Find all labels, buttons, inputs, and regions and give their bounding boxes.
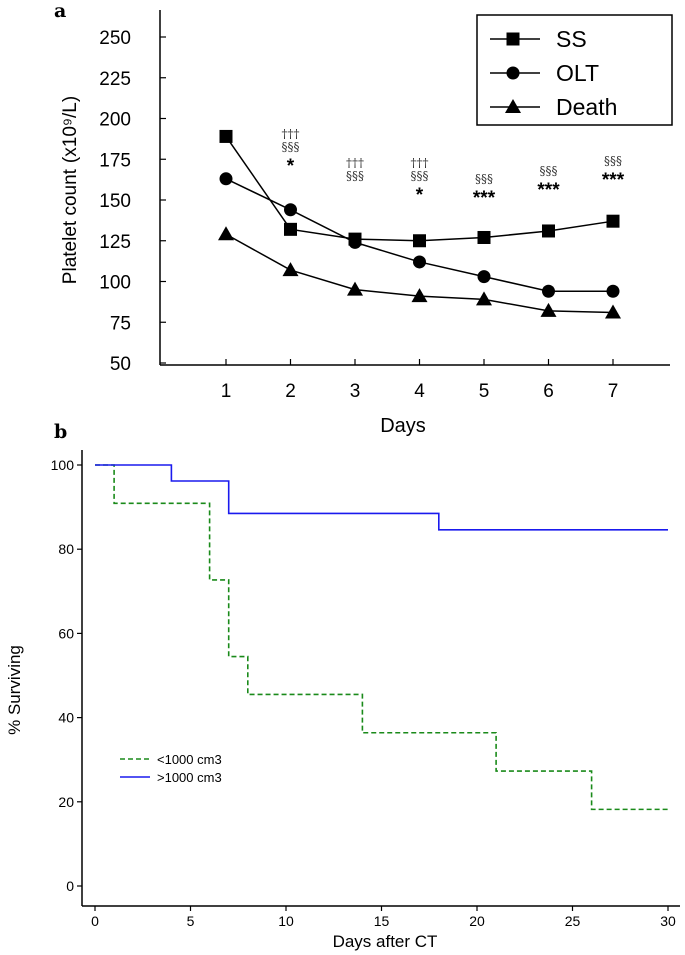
panel-a-x-tick-label: 7 bbox=[608, 381, 619, 402]
series-ss-point bbox=[606, 214, 620, 228]
legend-ss-marker bbox=[506, 32, 520, 46]
panel-b-y-tick-label: 20 bbox=[58, 794, 74, 810]
panel-a-significance-mark: §§§ bbox=[540, 164, 558, 178]
series-olt-point bbox=[284, 203, 297, 217]
series-ss-point bbox=[284, 222, 297, 236]
panel-b-letter: b bbox=[54, 421, 67, 443]
panel-b-y-tick-label: 40 bbox=[58, 710, 74, 726]
panel-b-x-tick-label: 25 bbox=[565, 913, 581, 929]
series-olt-point bbox=[348, 235, 362, 249]
panel-b-y-tick-label: 0 bbox=[66, 878, 74, 894]
panel-a-chart: a 50 75 100 125 150 175 200 225 250 1 2 3 4 5 6 7 Days… bbox=[54, 0, 673, 437]
panel-a-x-axis-title: Days bbox=[380, 415, 426, 437]
series-olt-point bbox=[219, 172, 233, 186]
panel-a-x-tick-label: 2 bbox=[285, 381, 296, 402]
panel-a-x-tick-label: 3 bbox=[350, 381, 361, 402]
panel-b-x-axis-title: Days after CT bbox=[333, 932, 438, 951]
series-death-point bbox=[347, 281, 363, 296]
panel-a-x-tick-label: 6 bbox=[543, 381, 554, 402]
panel-a-significance-mark: * bbox=[416, 185, 424, 206]
legend-ss-label: SS bbox=[556, 26, 587, 52]
series-ss-point bbox=[219, 129, 233, 143]
panel-a-significance-mark: §§§ bbox=[604, 154, 622, 168]
panel-a-significance-mark: *** bbox=[473, 188, 496, 209]
series-olt-point bbox=[542, 284, 555, 298]
series-death-point bbox=[540, 302, 557, 317]
series-olt-point bbox=[477, 270, 491, 284]
legend-olt-label: OLT bbox=[556, 60, 599, 86]
series-ss-point bbox=[542, 224, 555, 238]
panel-a-y-tick-label: 250 bbox=[99, 28, 131, 49]
panel-a-y-tick-label: 100 bbox=[99, 273, 131, 294]
legend-large-volume-label: >1000 cm3 bbox=[157, 770, 222, 785]
legend-death-label: Death bbox=[556, 94, 617, 120]
panel-b-y-tick-label: 100 bbox=[51, 457, 75, 473]
panel-b-y-axis-title: % Surviving bbox=[5, 645, 24, 735]
panel-b-x-tick-label: 5 bbox=[187, 913, 195, 929]
panel-a-significance-mark: §§§ bbox=[346, 169, 364, 183]
panel-b-x-tick-label: 15 bbox=[374, 913, 390, 929]
panel-b-legend: <1000 cm3 >1000 cm3 bbox=[120, 752, 222, 785]
panel-a-significance-mark: ††† bbox=[346, 156, 364, 170]
panel-a-y-tick-label: 200 bbox=[99, 110, 131, 131]
panel-a-y-axis-title: Platelet count(x10⁹/L) bbox=[60, 96, 81, 284]
panel-a-x-tick-label: 1 bbox=[221, 381, 232, 402]
panel-a-significance-mark: ††† bbox=[282, 127, 300, 141]
panel-b-x-tick-label: 10 bbox=[278, 913, 294, 929]
series-death-point bbox=[605, 304, 621, 319]
survival-small-volume-line bbox=[95, 464, 668, 811]
panel-a-x-tick-label: 5 bbox=[479, 381, 490, 402]
panel-a-y-tick-label: 150 bbox=[99, 191, 131, 212]
panel-b-chart: b 0 20 40 60 80 100 0 5 10 15 20 25 30 Days after C… bbox=[5, 421, 680, 951]
panel-b-x-tick-label: 0 bbox=[91, 913, 99, 929]
panel-a-y-tick-label: 50 bbox=[110, 354, 131, 375]
panel-b-y-tick-label: 60 bbox=[58, 625, 74, 641]
legend-small-volume-label: <1000 cm3 bbox=[157, 752, 222, 767]
series-olt-point bbox=[606, 284, 620, 298]
panel-a-x-tick-label: 4 bbox=[414, 381, 425, 402]
panel-a-significance-mark: *** bbox=[537, 180, 560, 201]
survival-large-volume-line bbox=[95, 464, 668, 531]
series-death-point bbox=[411, 288, 428, 303]
series-ss-point bbox=[413, 234, 426, 248]
panel-a-y-tick-label: 125 bbox=[99, 232, 131, 253]
legend-olt-marker bbox=[506, 66, 520, 80]
panel-a-significance-mark: ††† bbox=[411, 156, 429, 170]
series-death-point bbox=[218, 226, 234, 241]
panel-a-significance-mark: *** bbox=[602, 170, 625, 191]
panel-a-significance-mark: * bbox=[287, 156, 295, 177]
panel-b-x-tick-label: 30 bbox=[660, 913, 676, 929]
series-death-point bbox=[282, 262, 299, 277]
series-ss-point bbox=[477, 230, 491, 244]
panel-b-x-tick-label: 20 bbox=[469, 913, 485, 929]
series-olt-point bbox=[413, 255, 426, 269]
panel-a-y-tick-label: 225 bbox=[99, 69, 131, 90]
series-death-point bbox=[476, 291, 492, 306]
panel-a-y-tick-label: 75 bbox=[110, 313, 131, 334]
panel-a-significance-mark: §§§ bbox=[411, 169, 429, 183]
legend-death-marker bbox=[505, 99, 521, 113]
panel-a-significance-mark: §§§ bbox=[475, 172, 493, 186]
panel-a-letter: a bbox=[54, 0, 66, 22]
panel-a-legend: SS OLT Death bbox=[476, 14, 673, 126]
panel-a-y-tick-label: 175 bbox=[99, 150, 131, 171]
panel-b-y-tick-label: 80 bbox=[58, 541, 74, 557]
panel-a-significance-mark: §§§ bbox=[282, 140, 300, 154]
